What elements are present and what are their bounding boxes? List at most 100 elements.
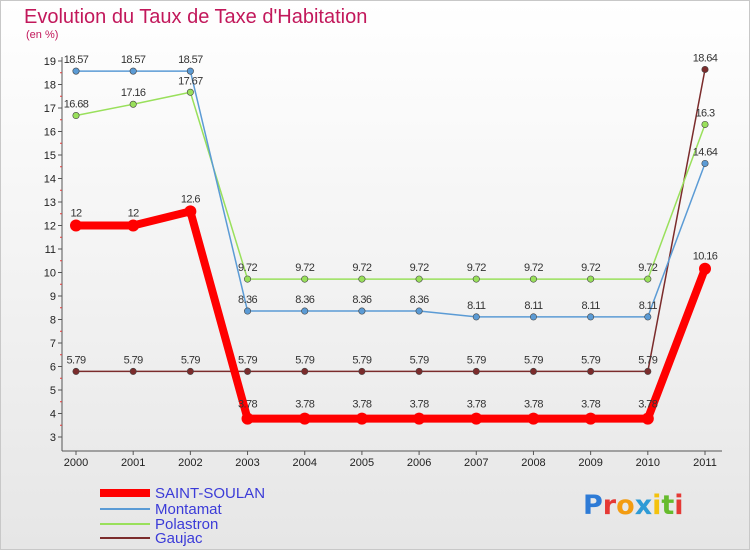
- data-label: 3.78: [467, 399, 486, 411]
- data-point: [129, 100, 137, 108]
- data-point: [644, 275, 652, 283]
- data-point: [127, 219, 140, 232]
- y-tick-label: 3: [50, 432, 56, 444]
- legend-label: SAINT-SOULAN: [155, 485, 265, 502]
- y-tick-label: 12: [44, 221, 56, 233]
- y-tick-label: 8: [50, 315, 56, 327]
- data-point: [72, 112, 80, 120]
- x-tick-label: 2000: [64, 457, 88, 469]
- data-label: 9.72: [467, 262, 486, 274]
- data-label: 5.79: [352, 354, 371, 366]
- data-point: [529, 275, 537, 283]
- data-label: 3.78: [524, 399, 543, 411]
- data-point: [472, 367, 480, 375]
- legend-label: Montamat: [155, 501, 223, 518]
- y-tick-label: 5: [50, 385, 56, 397]
- data-point: [355, 412, 368, 425]
- data-point: [301, 367, 309, 375]
- y-tick-label: 7: [50, 338, 56, 350]
- data-labels: 12 12 12.6 3.78 3.78 3.78 3.78 3.78 3.78 3.78 3.78…: [64, 52, 719, 411]
- data-label: 8.11: [639, 300, 658, 312]
- x-tick-label: 2002: [178, 457, 202, 469]
- y-tick-label: 18: [44, 80, 56, 92]
- data-point: [644, 313, 652, 321]
- data-point: [472, 313, 480, 321]
- data-label: 8.36: [352, 294, 371, 306]
- x-tick-label: 2007: [464, 457, 488, 469]
- data-label: 16.68: [64, 99, 89, 111]
- series-line-gaujac: [76, 69, 706, 373]
- data-label: 5.79: [66, 354, 85, 366]
- data-point: [244, 307, 252, 315]
- data-label: 5.79: [410, 354, 429, 366]
- data-point: [298, 412, 311, 425]
- data-point: [72, 367, 80, 375]
- data-label: 9.72: [410, 262, 429, 274]
- legend-label: Polastron: [155, 516, 218, 533]
- data-point: [584, 412, 597, 425]
- data-point: [587, 367, 595, 375]
- data-point: [70, 219, 82, 232]
- x-tick-label: 2009: [578, 457, 602, 469]
- data-label: 12: [128, 208, 140, 220]
- data-label: 8.11: [467, 300, 486, 312]
- x-tick-label: 2001: [121, 457, 145, 469]
- data-label: 9.72: [238, 262, 257, 274]
- data-point: [186, 88, 194, 96]
- data-label: 5.79: [638, 354, 657, 366]
- data-label: 17.67: [178, 75, 203, 87]
- data-label: 18.57: [178, 54, 203, 66]
- data-label: 8.36: [295, 294, 314, 306]
- data-point: [186, 67, 194, 75]
- series-line-polastron: [75, 91, 706, 280]
- data-point: [699, 262, 711, 275]
- data-label: 3.78: [638, 399, 657, 411]
- data-label: 3.78: [238, 399, 257, 411]
- x-tick-label: 2011: [693, 457, 717, 469]
- data-point: [470, 412, 483, 425]
- data-label: 9.72: [581, 262, 600, 274]
- data-point: [415, 275, 423, 283]
- proxiti-logo: Proxiti: [583, 490, 684, 521]
- data-label: 5.79: [124, 354, 143, 366]
- data-point: [301, 275, 309, 283]
- y-tick-label: 11: [45, 244, 56, 256]
- data-point: [415, 367, 423, 375]
- data-point: [529, 367, 537, 375]
- data-label: 9.72: [638, 262, 657, 274]
- data-label: 3.78: [410, 399, 429, 411]
- data-point: [301, 307, 309, 315]
- y-tick-label: 10: [44, 268, 56, 280]
- data-point: [241, 412, 254, 425]
- data-label: 5.79: [467, 354, 486, 366]
- data-label: 9.72: [524, 262, 543, 274]
- data-label: 3.78: [295, 399, 314, 411]
- y-tick-label: 6: [50, 362, 56, 374]
- chart-axes: 3 4 5 6 7 8 9 10 11 12 13 14 15 16 17 18 19 2000 2001 2002 2…: [44, 56, 722, 469]
- data-label: 14.64: [693, 146, 718, 158]
- chart-title: Evolution du Taux de Taxe d'Habitation: [24, 6, 368, 28]
- data-point: [413, 412, 426, 425]
- data-point: [529, 313, 537, 321]
- x-tick-label: 2008: [521, 457, 545, 469]
- x-tick-label: 2003: [235, 457, 259, 469]
- data-label: 9.72: [352, 262, 371, 274]
- data-label: 8.36: [238, 294, 257, 306]
- data-label: 8.36: [410, 294, 429, 306]
- data-label: 5.79: [238, 354, 257, 366]
- unit-label: (en %): [26, 29, 59, 41]
- data-label: 5.79: [295, 354, 314, 366]
- data-point: [472, 275, 480, 283]
- data-point: [72, 67, 80, 75]
- y-tick-label: 14: [44, 174, 56, 186]
- data-label: 12: [70, 208, 82, 220]
- logo-letter: i: [652, 490, 662, 521]
- data-point: [587, 313, 595, 321]
- x-tick-label: 2004: [292, 457, 316, 469]
- logo-letter: i: [674, 490, 684, 521]
- data-label: 3.78: [352, 399, 371, 411]
- data-point: [244, 367, 252, 375]
- y-tick-label: 13: [44, 197, 56, 209]
- legend-label: Gaujac: [155, 530, 203, 547]
